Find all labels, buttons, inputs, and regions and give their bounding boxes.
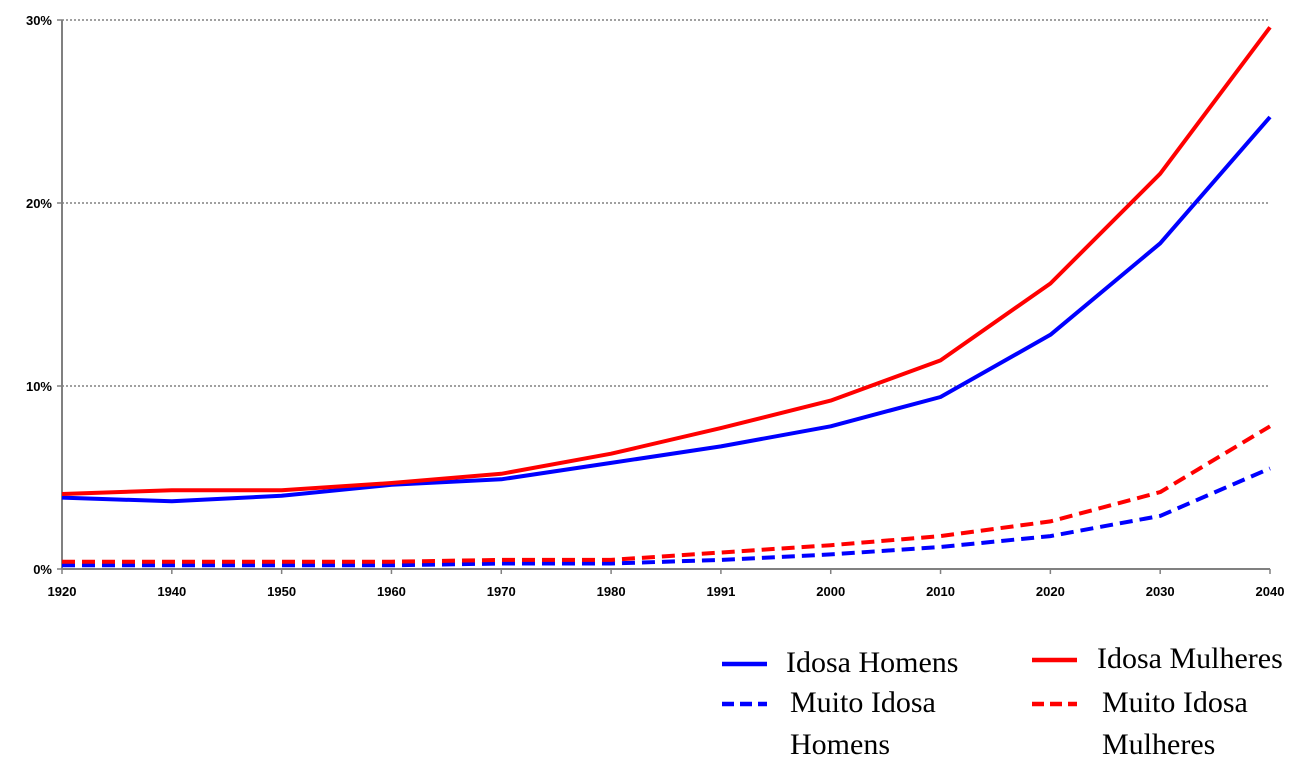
x-tick-label: 1920 bbox=[48, 584, 77, 599]
legend-item: Idosa Homens bbox=[722, 646, 958, 679]
legend-label: Muito Idosa bbox=[790, 686, 936, 719]
y-tick-label: 10% bbox=[26, 379, 52, 394]
legend-label: Idosa Mulheres bbox=[1097, 642, 1283, 675]
legend: Idosa Homens Idosa Mulheres Muito Idosa Hom… bbox=[722, 642, 1283, 759]
series-line-1 bbox=[61, 26, 1272, 496]
x-tick-label: 2000 bbox=[816, 584, 845, 599]
y-tick-label: 20% bbox=[26, 196, 52, 211]
legend-label: Homens bbox=[790, 728, 890, 759]
series-line-3 bbox=[62, 424, 1272, 564]
x-tick-label: 1950 bbox=[267, 584, 296, 599]
legend-item: Idosa Mulheres bbox=[1032, 642, 1283, 675]
x-tick-label: 1960 bbox=[377, 584, 406, 599]
x-tick-label: 2010 bbox=[926, 584, 955, 599]
x-tick-label: 2020 bbox=[1036, 584, 1065, 599]
x-tick-label: 1970 bbox=[487, 584, 516, 599]
y-tick-labels: 0% 10% 20% 30% bbox=[26, 13, 52, 577]
x-tick-label: 1980 bbox=[597, 584, 626, 599]
legend-label: Mulheres bbox=[1102, 728, 1215, 759]
legend-item: Muito Idosa Mulheres bbox=[1032, 686, 1248, 759]
y-tick-label: 30% bbox=[26, 13, 52, 28]
x-tick-label: 1940 bbox=[157, 584, 186, 599]
grid-lines bbox=[62, 19, 1270, 387]
series-lines bbox=[61, 26, 1272, 568]
legend-label: Idosa Homens bbox=[786, 646, 958, 679]
x-tick-label: 1991 bbox=[706, 584, 735, 599]
x-tick-label: 2040 bbox=[1256, 584, 1285, 599]
legend-item: Muito Idosa Homens bbox=[722, 686, 936, 759]
x-tick-label: 2030 bbox=[1146, 584, 1175, 599]
series-line-0 bbox=[61, 115, 1272, 504]
y-tick-label: 0% bbox=[33, 562, 52, 577]
series-line-2 bbox=[62, 466, 1271, 568]
axes bbox=[57, 19, 1271, 574]
x-tick-labels: 1920 1940 1950 1960 1970 1980 1991 2000 2010 2020… bbox=[48, 584, 1285, 599]
legend-label: Muito Idosa bbox=[1102, 686, 1248, 719]
